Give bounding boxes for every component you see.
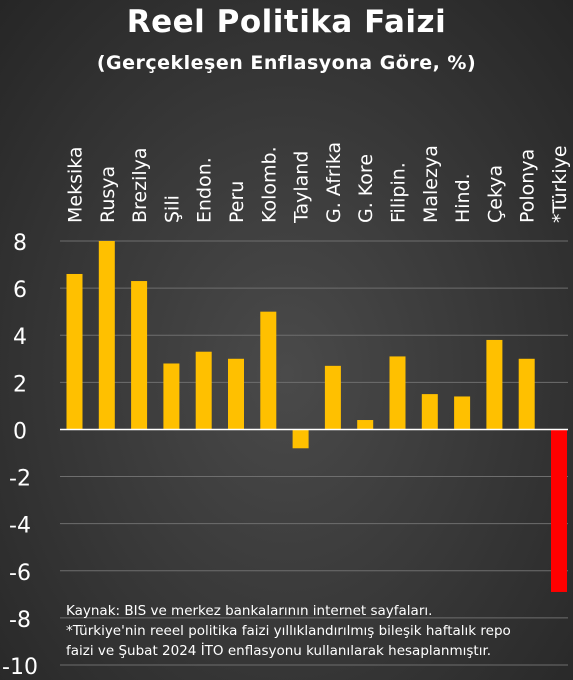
x-tick-label: G. Afrika — [323, 142, 345, 223]
y-tick-label: -8 — [9, 608, 31, 633]
bar — [66, 273, 83, 430]
bar — [486, 339, 503, 430]
bar — [292, 429, 309, 449]
bar — [357, 420, 374, 430]
turkey-note-line-2: faizi ve Şubat 2024 İTO enflasyonu kulla… — [66, 643, 492, 659]
x-tick-label: Tayland — [291, 151, 313, 224]
y-tick-label: -6 — [9, 561, 31, 586]
y-tick-label: 2 — [13, 372, 27, 397]
bar — [551, 429, 567, 592]
y-tick-label: 4 — [13, 325, 27, 350]
bar — [454, 396, 471, 430]
source-note: Kaynak: BIS ve merkez bankalarının inter… — [66, 603, 433, 619]
bar — [228, 358, 244, 430]
bar — [324, 365, 341, 430]
x-tick-label: Malezya — [420, 145, 442, 223]
turkey-note-line-1: *Türkiye'nin reeel politika faizi yıllık… — [66, 623, 511, 639]
x-tick-label: Çekya — [484, 165, 506, 223]
x-tick-label: Hind. — [452, 173, 474, 223]
bar — [131, 281, 148, 430]
x-tick-label: Endon. — [194, 157, 216, 223]
x-axis-category-labels: Meksika Rusya Brezilya Şili Endon. Peru Kolomb… — [65, 142, 572, 224]
bar — [163, 363, 180, 430]
y-tick-label: 6 — [13, 278, 27, 303]
x-tick-label: Meksika — [65, 146, 87, 223]
y-tick-label: -4 — [9, 514, 31, 539]
y-axis-ticks: 8 6 4 2 0 -2 -4 -6 -8 -10 — [2, 231, 38, 680]
y-tick-label: 8 — [13, 231, 27, 256]
bar — [518, 358, 535, 430]
bar — [260, 311, 277, 430]
bar — [389, 356, 406, 430]
chart-title: Reel Politika Faizi — [126, 4, 447, 40]
bar — [98, 241, 115, 430]
x-tick-label: *Türkiye — [549, 145, 571, 223]
x-tick-label: Peru — [226, 181, 248, 223]
y-tick-label: -10 — [2, 655, 38, 680]
x-tick-label: Şili — [161, 195, 183, 223]
gridlines — [60, 240, 568, 666]
x-tick-label: Polonya — [517, 149, 539, 223]
bar — [195, 351, 212, 430]
footnote: Kaynak: BIS ve merkez bankalarının inter… — [66, 601, 566, 661]
x-tick-label: Filipin. — [388, 162, 410, 223]
x-tick-label: G. Kore — [355, 154, 377, 223]
y-tick-label: -2 — [9, 467, 31, 492]
x-tick-label: Brezilya — [129, 147, 151, 223]
x-tick-label: Rusya — [97, 166, 119, 223]
chart-subtitle: (Gerçekleşen Enflasyona Göre, %) — [96, 52, 477, 74]
bars — [66, 241, 567, 592]
y-tick-label: 0 — [13, 419, 27, 444]
bar — [421, 394, 438, 430]
x-tick-label: Kolomb. — [258, 146, 280, 223]
